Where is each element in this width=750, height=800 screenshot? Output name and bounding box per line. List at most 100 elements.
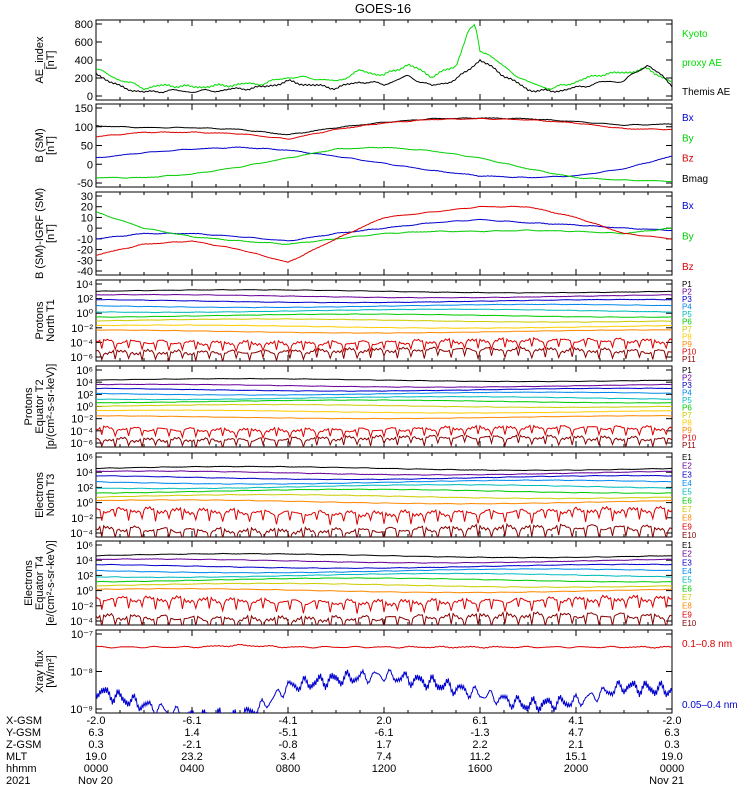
y-label-line: [nT] (45, 224, 57, 243)
legend-label: E7 (682, 593, 692, 602)
legend-label: P4 (682, 389, 692, 398)
footer-value: -0.8 (279, 739, 298, 751)
series-line (96, 218, 672, 242)
panel-y-label: B (SM)-IGRF (SM)[nT] (34, 188, 57, 279)
y-tick-label: 0 (87, 159, 93, 171)
y-tick-label: 10⁰ (76, 402, 93, 414)
channel-line (96, 399, 672, 404)
y-label-line: Xray flux (34, 650, 46, 693)
footer-value: -1.3 (471, 727, 490, 739)
footer-value: -2.0 (87, 715, 106, 727)
panel-y-label: ProtonsNorth T1 (34, 299, 57, 342)
footer-value: 1600 (468, 763, 492, 775)
legend-label: E9 (682, 610, 692, 619)
channel-line (96, 434, 672, 447)
y-label-line: AE_index (34, 36, 46, 84)
y-tick-label: 10⁻² (71, 513, 93, 525)
channel-line (96, 558, 672, 564)
series-line (96, 205, 672, 263)
series-line (96, 668, 672, 713)
y-tick-label: 10⁻⁴ (70, 337, 93, 349)
channel-line (96, 293, 672, 299)
footer-value: 2.1 (568, 739, 583, 751)
legend-label: Bx (682, 201, 694, 212)
legend-label: P8 (682, 333, 692, 342)
channel-line (96, 505, 672, 526)
series-line (96, 146, 672, 179)
y-tick-label: -40 (77, 266, 93, 278)
footer-value: 19.0 (85, 751, 106, 763)
footer-value: 23.2 (181, 751, 202, 763)
legend-label: E4 (682, 479, 692, 488)
y-tick-label: 20 (81, 202, 93, 214)
footer-value: 1200 (372, 763, 396, 775)
legend-label: E6 (682, 584, 692, 593)
panel-frame (95, 540, 673, 626)
y-tick-label: 10 (81, 212, 93, 224)
legend-label: 0.1–0.8 nm (682, 639, 732, 650)
footer-value: 1.4 (184, 727, 199, 739)
y-label-line: [p/(cm²-s-sr-keV)] (45, 364, 57, 450)
y-tick-label: -20 (77, 245, 93, 257)
legend-label: P8 (682, 419, 692, 428)
channel-line (96, 488, 672, 494)
footer-value: 0000 (660, 763, 684, 775)
panel-data (96, 288, 672, 361)
channel-line (96, 568, 672, 574)
y-label-line: North T1 (45, 299, 57, 342)
channel-line (96, 395, 672, 401)
series-line (96, 211, 672, 245)
legend-label: P2 (682, 288, 692, 297)
legend-label: E10 (682, 531, 697, 540)
y-tick-label: 10⁰ (76, 498, 93, 510)
legend-label: P1 (682, 366, 692, 375)
panel-y-label: AE_index[nT] (34, 36, 57, 84)
y-label-line: B (SM) (34, 128, 46, 162)
channel-line (96, 499, 672, 505)
legend-label: Themis AE (682, 87, 731, 98)
y-tick-label: 800 (75, 19, 93, 31)
legend-label: P9 (682, 426, 692, 435)
y-tick-label: 150 (75, 103, 93, 115)
y-tick-label: 600 (75, 37, 93, 49)
panel-y-label: ElectronsEquator T4[e/(cm²-s-sr-keV)] (23, 540, 57, 626)
channel-line (96, 403, 672, 409)
footer-value: 11.2 (470, 751, 491, 763)
y-tick-label: -30 (77, 255, 93, 267)
channel-line (96, 582, 672, 588)
legend-label: P10 (682, 348, 697, 357)
y-tick-label: 10⁴ (76, 555, 93, 567)
footer-value: Nov 20 (78, 775, 113, 787)
y-tick-label: 30 (81, 191, 93, 203)
footer-ephemeris: X-GSMY-GSMZ-GSMMLThhmm2021-2.06.30.319.0… (6, 715, 684, 787)
legend-label: E7 (682, 505, 692, 514)
channel-line (96, 318, 672, 323)
y-tick-label: 10² (77, 482, 93, 494)
legend-label: E8 (682, 602, 692, 611)
y-label-line: Equator T4 (34, 556, 46, 610)
y-tick-label: 10² (77, 389, 93, 401)
channel-line (96, 345, 672, 361)
footer-value: 0.3 (664, 739, 679, 751)
legend-label: E3 (682, 470, 692, 479)
footer-value: 19.0 (661, 751, 682, 763)
panel-data (96, 552, 672, 625)
legend-label: E1 (682, 541, 692, 550)
y-tick-label: 10⁶ (76, 452, 93, 464)
channel-line (96, 383, 672, 388)
y-tick-label: 10⁻⁴ (70, 426, 93, 438)
y-label-line: [nT] (45, 51, 57, 70)
y-tick-label: 10⁻⁶ (70, 438, 93, 450)
channel-line (96, 391, 672, 396)
legend-label: P2 (682, 374, 692, 383)
footer-value: 6.3 (88, 727, 103, 739)
footer-value: 0000 (84, 763, 108, 775)
y-tick-label: 10⁻⁷ (71, 629, 93, 641)
legend-label: P9 (682, 340, 692, 349)
y-label-line: [e/(cm²-s-sr-keV)] (45, 540, 57, 626)
panel-2: 150 100 50 0 -50 B (SM)[nT] Bx By Bz Bmag (34, 103, 708, 190)
